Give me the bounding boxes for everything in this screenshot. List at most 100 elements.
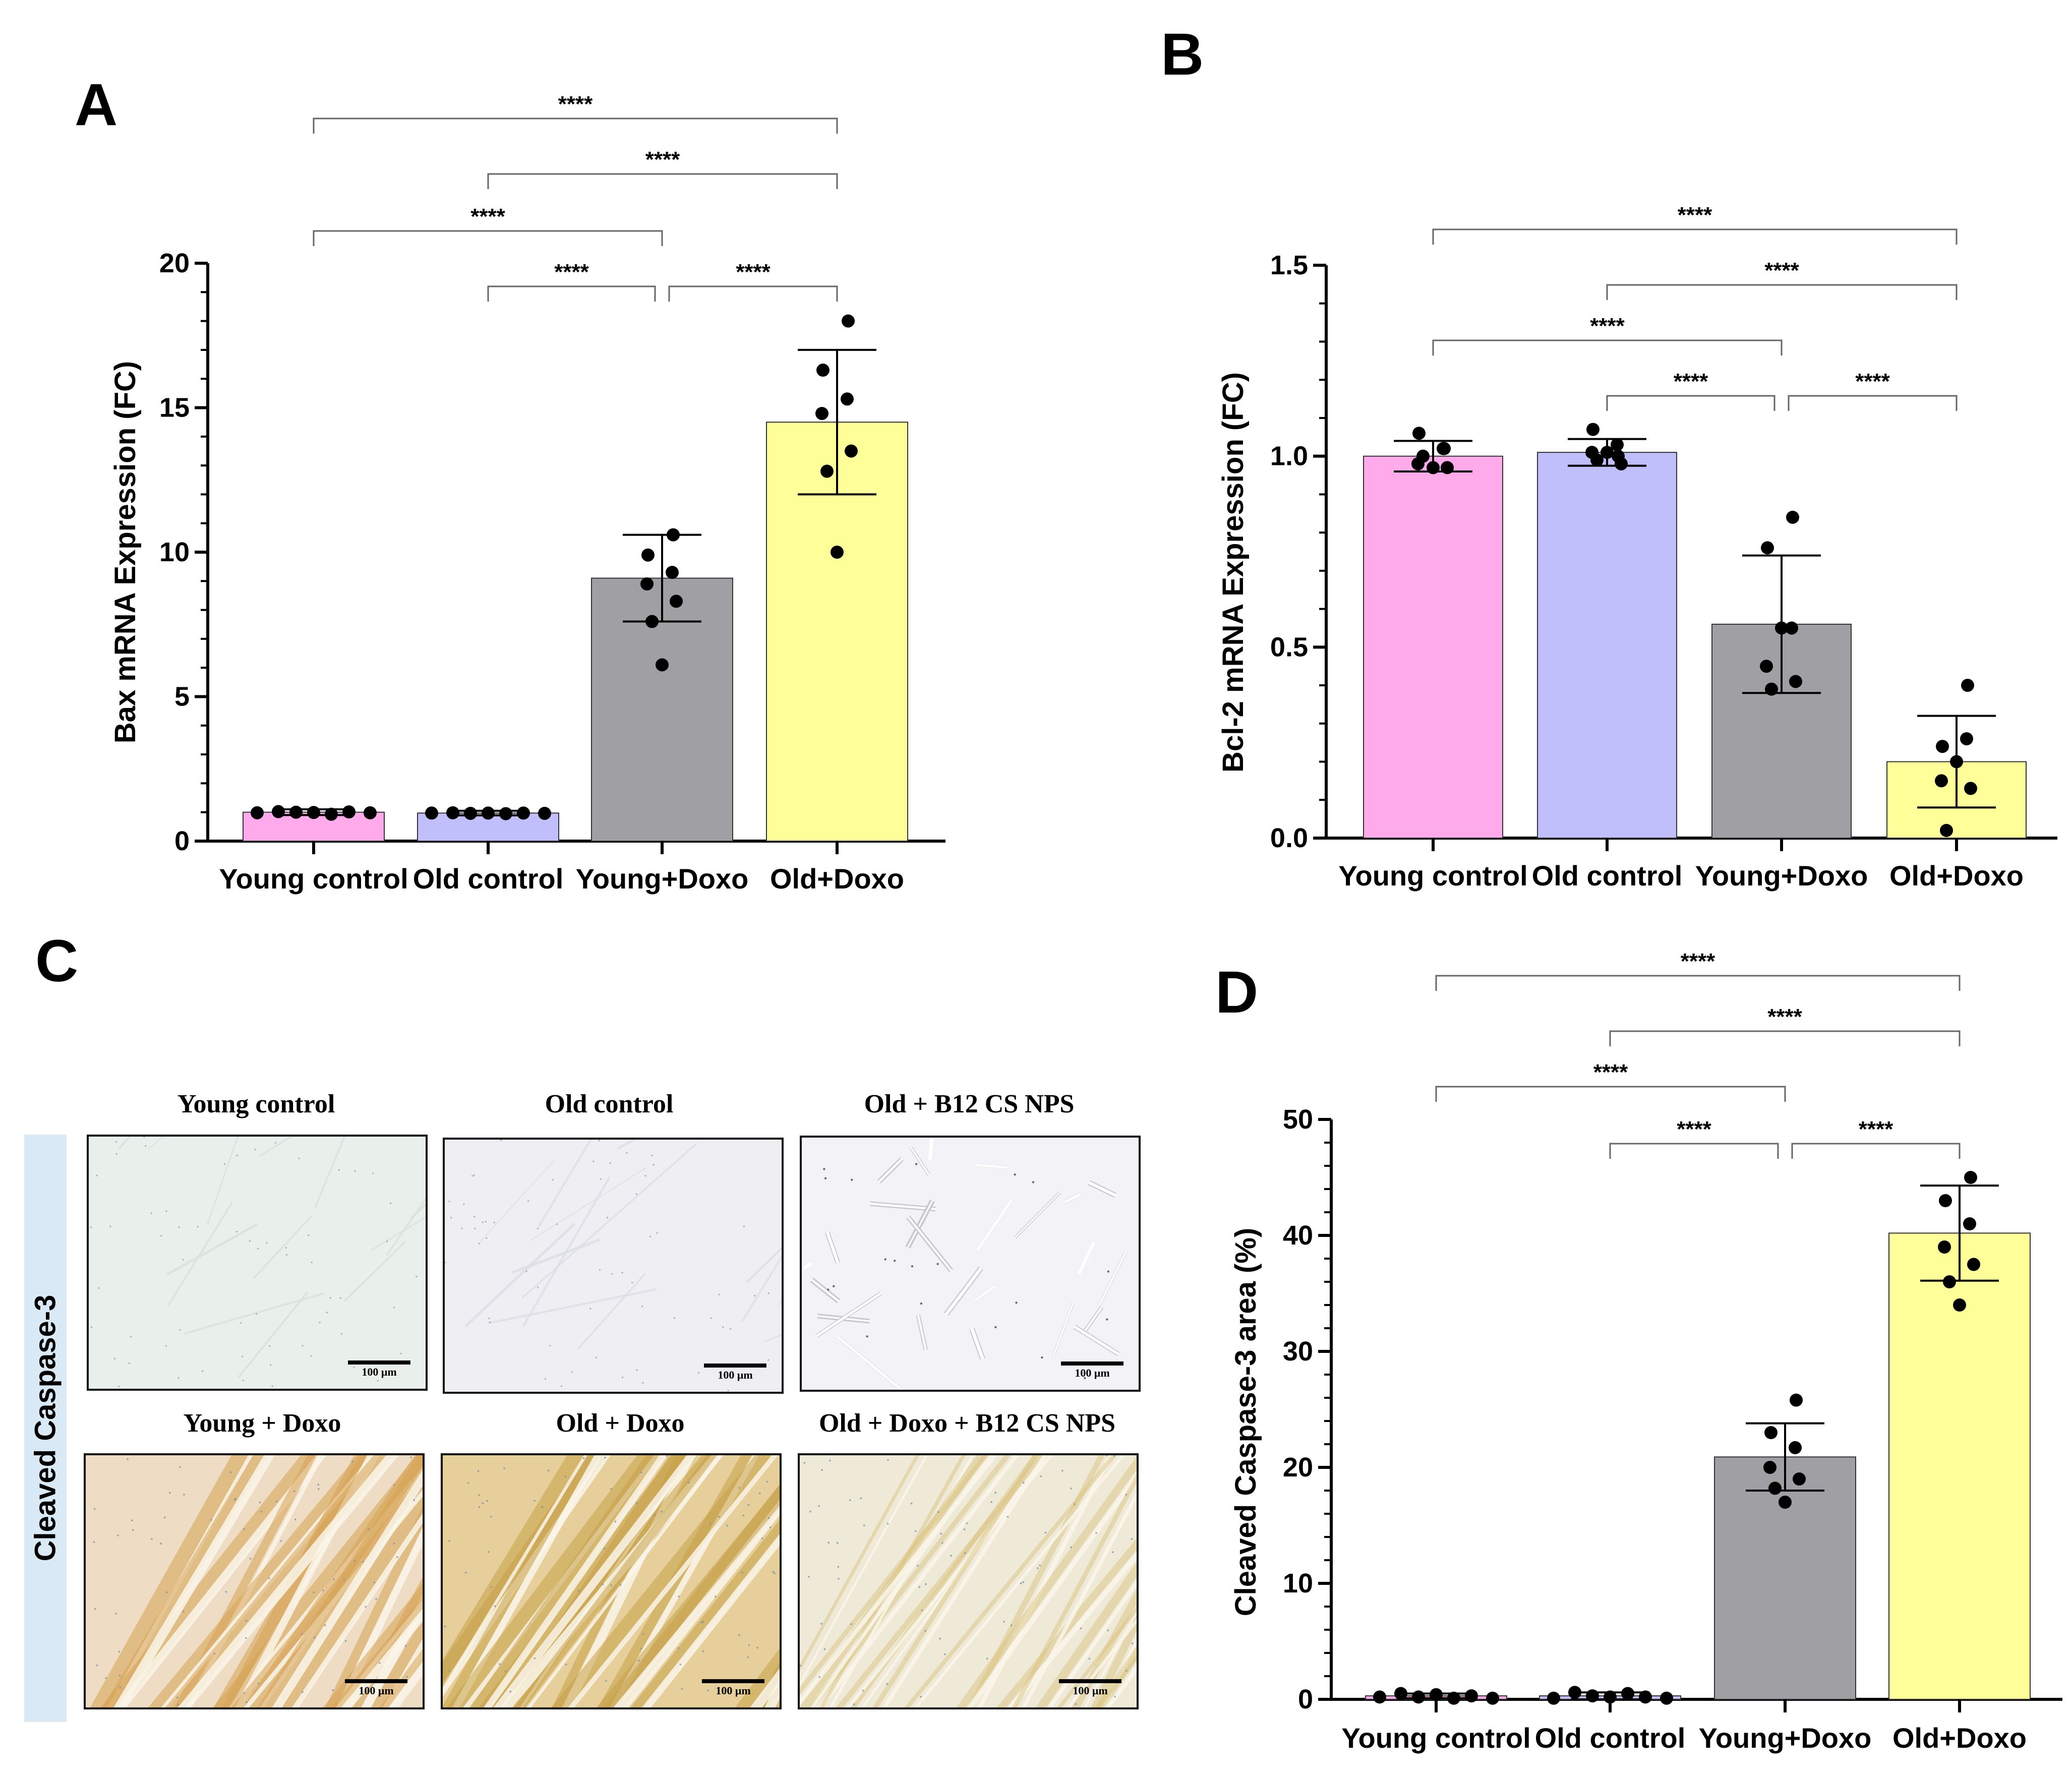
nucleus-dot: [499, 1663, 501, 1665]
significance-label: ****: [1590, 314, 1625, 338]
nucleus-dot: [604, 1456, 606, 1459]
panel-c-side-label: Cleaved Caspase-3: [29, 1294, 62, 1562]
panel-letter-a: A: [75, 72, 118, 138]
nucleus-dot: [308, 1234, 310, 1236]
significance-bracket: [1606, 395, 1775, 411]
data-point: [1586, 1689, 1599, 1703]
nucleus-dot: [1074, 1503, 1076, 1505]
nucleus-dot: [494, 1605, 496, 1607]
data-point: [1789, 675, 1802, 688]
nucleus-dot: [994, 1492, 996, 1494]
nucleus-dot: [547, 1469, 550, 1472]
nucleus-dot: [821, 1469, 823, 1471]
stained-fiber: [1091, 1613, 1137, 1707]
significance-bracket: [1609, 1143, 1779, 1159]
nucleus-dot: [756, 1646, 758, 1649]
fiber-gap: [861, 1455, 1046, 1707]
nucleus-dot: [673, 1317, 675, 1319]
fiber-gap: [817, 1455, 1020, 1707]
nucleus-dot: [850, 1623, 853, 1625]
nucleus-dot: [338, 1169, 340, 1171]
nucleus-dot: [90, 1226, 92, 1228]
nucleus-dot: [850, 1178, 853, 1181]
cell-boundary-gap: [907, 1200, 933, 1248]
stained-fiber: [551, 1455, 777, 1707]
nucleus-dot: [322, 1589, 324, 1591]
fiber-gap: [113, 1455, 275, 1707]
nucleus-dot: [738, 1634, 740, 1636]
data-point: [325, 807, 338, 821]
nucleus-dot: [730, 1328, 732, 1330]
micrograph-old-b12: 100 μm: [800, 1136, 1141, 1392]
nucleus-dot: [225, 1591, 227, 1593]
significance-label: ****: [736, 260, 771, 284]
cell-boundary-gap: [825, 1231, 840, 1264]
nucleus-dot: [726, 1524, 728, 1527]
nucleus-dot: [257, 1248, 259, 1250]
nucleus-dot: [1022, 1481, 1025, 1484]
nucleus-dot: [884, 1258, 886, 1261]
nucleus-dot: [565, 1664, 567, 1666]
nucleus-dot: [202, 1370, 204, 1372]
stained-fiber: [996, 1538, 1137, 1707]
nucleus-dot: [966, 1522, 968, 1524]
cell-boundary-gap: [1064, 1193, 1081, 1204]
nucleus-dot: [482, 1221, 484, 1223]
nucleus-dot: [924, 1630, 927, 1632]
cell-boundary-gap: [944, 1267, 983, 1316]
nucleus-dot: [324, 1624, 326, 1626]
nucleus-dot: [527, 1200, 529, 1202]
data-point: [1950, 755, 1963, 768]
nucleus-dot: [114, 1613, 117, 1615]
data-point: [499, 807, 512, 820]
fiber-streak: [528, 1167, 647, 1241]
y-tick-label: 20: [159, 248, 190, 278]
nucleus-dot: [990, 1501, 992, 1503]
significance-label: ****: [1855, 369, 1890, 394]
fiber-gap: [613, 1506, 780, 1707]
nucleus-dot: [243, 1528, 245, 1530]
stained-fiber: [331, 1596, 423, 1707]
nucleus-dot: [145, 1145, 147, 1147]
nucleus-dot: [503, 1467, 505, 1469]
nucleus-dot: [940, 1532, 942, 1535]
nucleus-dot: [808, 1576, 810, 1578]
nucleus-dot: [1107, 1270, 1110, 1273]
nucleus-dot: [473, 1216, 476, 1218]
nucleus-dot: [964, 1552, 966, 1554]
nucleus-dot: [688, 1481, 690, 1484]
nucleus-dot: [197, 1226, 199, 1228]
nucleus-dot: [1020, 1582, 1022, 1584]
nucleus-dot: [386, 1240, 388, 1242]
nucleus-dot: [463, 1203, 465, 1205]
cell-boundary-gap: [878, 1158, 903, 1183]
data-point: [1568, 1686, 1581, 1699]
nucleus-dot: [1022, 1581, 1024, 1583]
stained-fiber: [514, 1455, 718, 1707]
data-point: [670, 595, 683, 608]
significance-label: ****: [1677, 1117, 1711, 1142]
nucleus-dot: [626, 1152, 628, 1154]
nucleus-dot: [270, 1364, 272, 1366]
nucleus-dot: [96, 1174, 98, 1176]
data-point: [1953, 1298, 1966, 1312]
nucleus-dot: [93, 1541, 95, 1543]
micrograph-old-control: 100 μm: [443, 1138, 784, 1394]
nucleus-dot: [920, 1302, 923, 1305]
significance-label: ****: [1764, 258, 1799, 283]
fiber-gap: [914, 1455, 1125, 1707]
significance-bracket: [313, 117, 838, 134]
nucleus-dot: [544, 1378, 547, 1380]
cell-boundary-gap: [811, 1279, 840, 1302]
nucleus-dot: [640, 1471, 642, 1473]
bar: [1537, 452, 1677, 839]
nucleus-dot: [332, 1689, 334, 1691]
data-point: [1611, 438, 1624, 451]
nucleus-dot: [661, 1510, 663, 1513]
micro-title-old-doxo: Old + Doxo: [556, 1409, 685, 1438]
data-point: [1963, 1217, 1976, 1230]
stained-fiber: [956, 1456, 1137, 1707]
nucleus-dot: [577, 1590, 580, 1592]
nucleus-dot: [285, 1254, 288, 1256]
nucleus-dot: [605, 1680, 607, 1682]
